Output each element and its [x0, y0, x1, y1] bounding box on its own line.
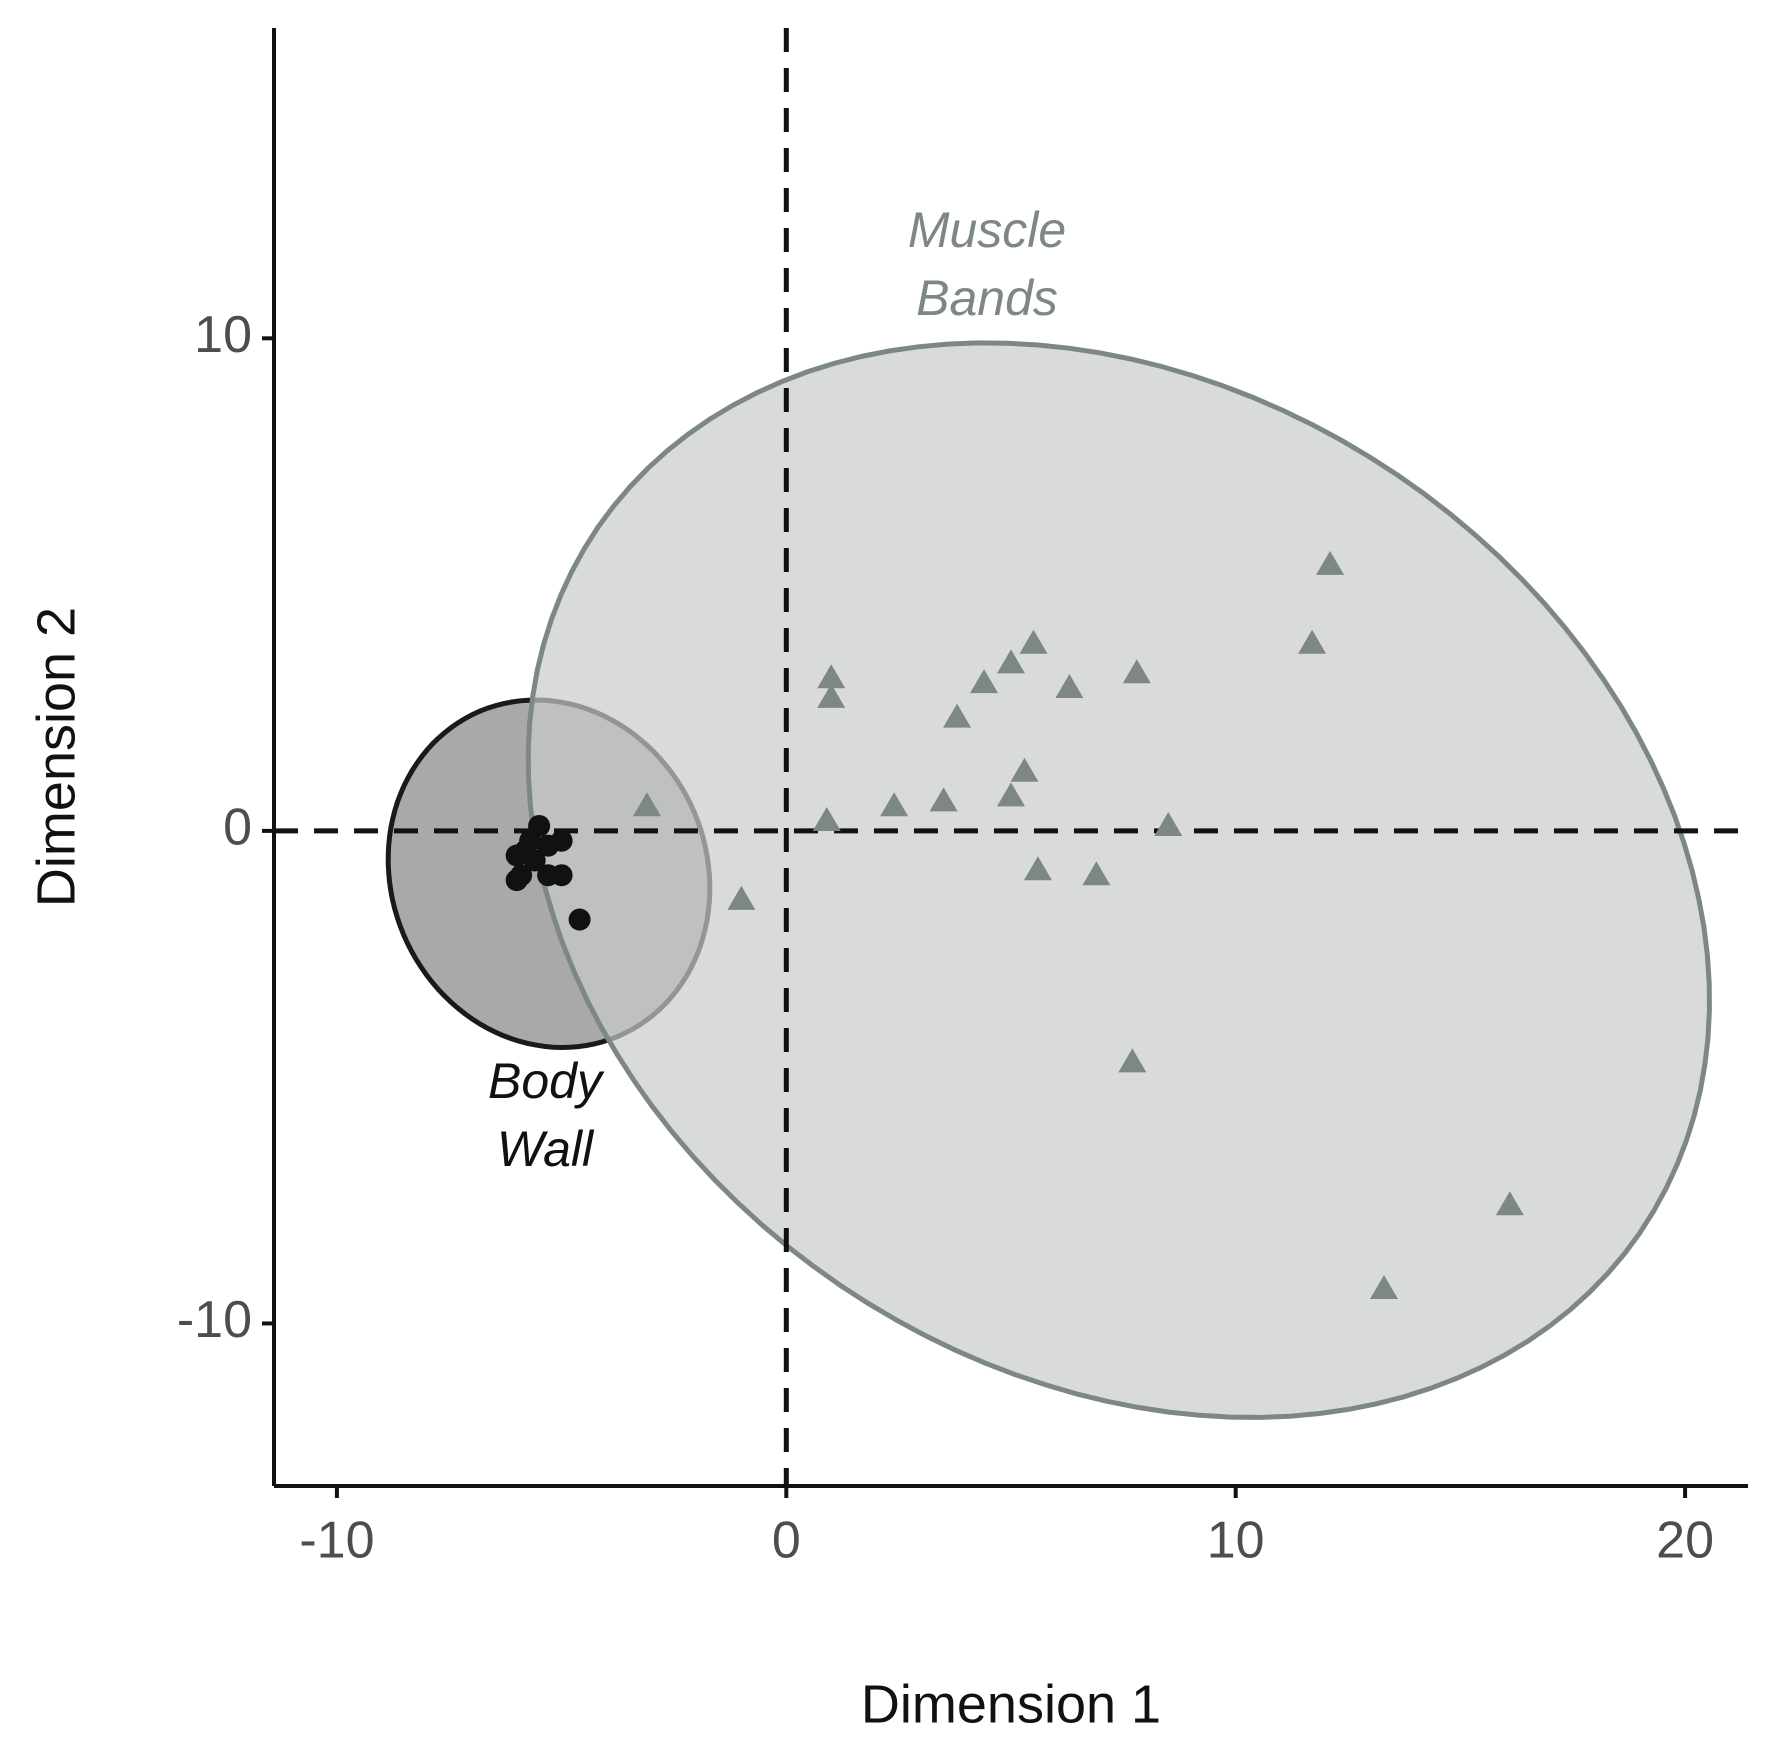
point: [727, 885, 756, 910]
point: [1118, 1048, 1147, 1073]
point: [1495, 1191, 1524, 1216]
point: [568, 908, 591, 931]
y-tick-label: 0: [223, 799, 252, 857]
point: [1023, 856, 1052, 881]
point: [997, 649, 1025, 674]
y-tick-label: -10: [177, 1291, 252, 1349]
point: [519, 829, 542, 852]
annotation: Bands: [916, 270, 1058, 326]
point: [812, 807, 841, 832]
point: [1082, 861, 1111, 886]
x-axis-title: Dimension 1: [861, 1674, 1161, 1734]
point: [943, 703, 972, 728]
point: [1154, 811, 1183, 836]
point: [632, 792, 661, 817]
point: [880, 792, 909, 817]
y-axis-title: Dimension 2: [26, 607, 86, 907]
point: [523, 849, 546, 872]
point: [1019, 629, 1048, 654]
point: [970, 669, 999, 694]
annotation: Wall: [497, 1121, 595, 1177]
point: [1298, 629, 1327, 654]
annotation: Muscle: [908, 202, 1066, 258]
x-tick-label: 10: [1207, 1512, 1265, 1570]
point: [505, 869, 528, 892]
x-tick-label: 0: [772, 1512, 801, 1570]
point: [1369, 1274, 1398, 1299]
x-tick-label: -10: [299, 1512, 374, 1570]
confidence-ellipse: [525, 340, 1712, 1420]
annotation: Body: [488, 1053, 605, 1109]
point: [1055, 674, 1084, 699]
point: [997, 782, 1025, 807]
point: [817, 683, 846, 708]
y-tick-label: 10: [194, 306, 252, 364]
point: [1316, 550, 1345, 575]
point: [929, 787, 958, 812]
point: [1122, 659, 1151, 684]
point: [505, 844, 528, 867]
point: [817, 664, 846, 689]
point: [1010, 757, 1039, 782]
point: [550, 829, 573, 852]
point: [537, 864, 560, 887]
x-tick-label: 20: [1656, 1512, 1714, 1570]
